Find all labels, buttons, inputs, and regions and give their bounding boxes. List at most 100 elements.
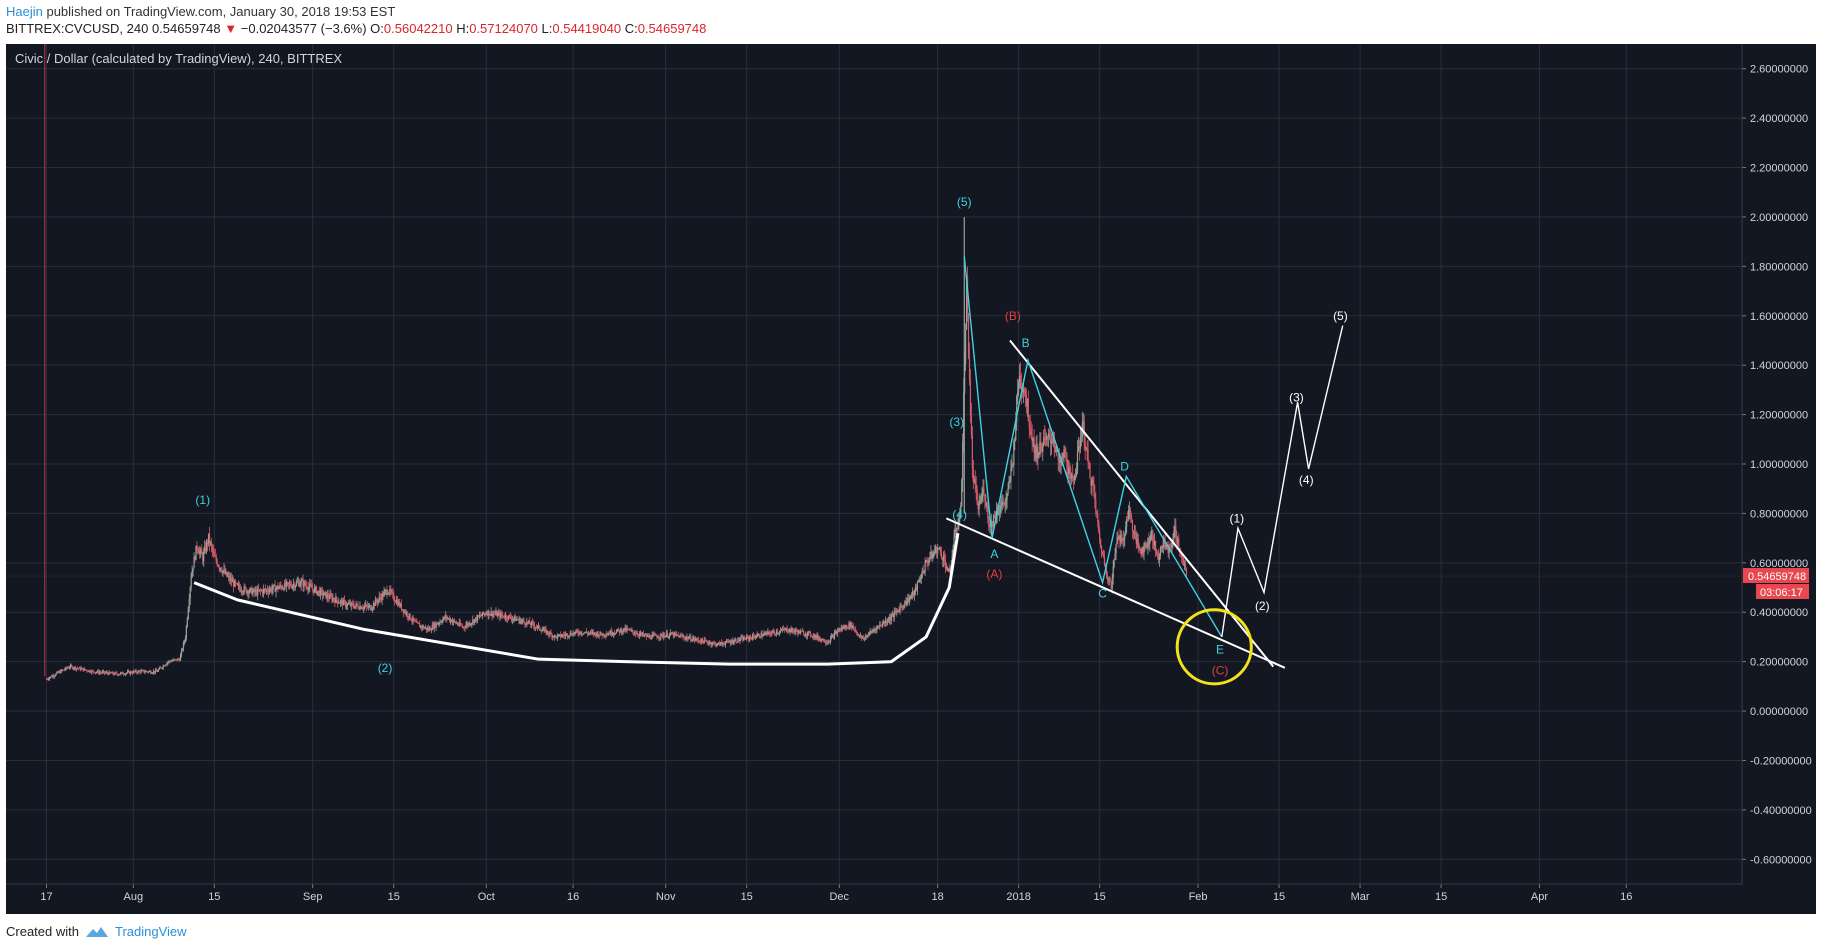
candle-body (853, 626, 855, 630)
candle-body (1009, 480, 1011, 482)
price-chart[interactable]: (1) (2) (3) (4) (5) A (A) (B)B C D E (C) (1) (2) (3) (4… (6, 44, 1816, 914)
candle-body (933, 552, 935, 554)
candle-body (781, 628, 783, 631)
candle-body (1115, 543, 1117, 554)
candle-body (510, 618, 512, 620)
candle-body (118, 674, 120, 676)
candle-body (1172, 538, 1174, 543)
candle-body (330, 594, 332, 597)
candle-body (490, 611, 492, 615)
low-value: 0.54419040 (552, 21, 622, 36)
candle-body (822, 639, 824, 641)
candle-body (858, 635, 861, 637)
candle-body (722, 643, 725, 645)
candle-body (260, 590, 263, 592)
candle-body (184, 638, 186, 642)
candle-body (1159, 547, 1162, 556)
candle-body (826, 642, 828, 644)
wave-label: (3) (1289, 390, 1304, 404)
candle-body (1031, 436, 1033, 442)
candle-body (356, 603, 358, 606)
x-tick-label: 15 (1094, 891, 1106, 903)
candle-body (819, 638, 821, 641)
candle-body (872, 630, 874, 632)
candle-body (991, 520, 993, 528)
candle-body (111, 672, 113, 674)
candle-body (178, 658, 180, 660)
candle-body (595, 633, 597, 636)
candle-body (1128, 510, 1131, 512)
wave-label: D (1120, 459, 1129, 473)
candle-body (770, 633, 772, 635)
candle-body (682, 636, 684, 638)
candle-body (131, 673, 133, 674)
candle-body (712, 642, 714, 644)
candle-body (693, 637, 695, 639)
countdown-badge (1756, 584, 1809, 600)
candle-body (836, 631, 838, 634)
candle-body (1134, 532, 1136, 534)
candle-body (208, 533, 211, 544)
candle-body (974, 479, 976, 485)
candle-body (288, 583, 291, 585)
candle-body (433, 623, 435, 629)
candle-body (470, 623, 472, 625)
candle-body (441, 622, 443, 623)
candle-body (582, 633, 584, 635)
candle-body (70, 665, 73, 667)
candle-body (755, 636, 757, 638)
chart-pane[interactable]: (1) (2) (3) (4) (5) A (A) (B) B C D E (C) (1) (2) (3) (4… (6, 44, 1816, 914)
candle-body (137, 670, 139, 673)
candle-body (589, 631, 592, 633)
candle-body (970, 415, 973, 436)
candle-body (439, 621, 441, 624)
candle-body (871, 631, 873, 632)
candle-body (598, 635, 600, 637)
candle-body (180, 650, 183, 655)
candle-body (1036, 447, 1038, 459)
candle-body (1014, 439, 1016, 442)
candle-body (145, 671, 147, 672)
candle-body (518, 618, 520, 621)
candle-body (612, 634, 614, 636)
candle-body (516, 619, 518, 620)
candle-body (211, 546, 213, 551)
candle-body (983, 488, 985, 495)
candle-body (987, 505, 989, 519)
candle-body (193, 557, 195, 569)
candle-body (714, 642, 716, 644)
candle-body (904, 600, 906, 607)
candle-body (97, 670, 99, 673)
candle-body (878, 626, 880, 627)
candle-body (285, 582, 287, 587)
candle-body (506, 618, 509, 620)
candle-body (578, 633, 580, 635)
candle-body (147, 671, 149, 673)
candle-body (916, 581, 918, 591)
candle-body (807, 631, 810, 633)
candle-body (638, 634, 640, 636)
candle-body (854, 629, 856, 630)
candle-body (274, 584, 276, 592)
candle-body (568, 635, 570, 637)
candle-body (238, 585, 240, 589)
candle-body (297, 582, 299, 584)
candle-body (423, 626, 425, 629)
candle-body (913, 590, 916, 596)
candle-body (922, 571, 924, 573)
candle-body (1073, 477, 1075, 480)
candle-body (77, 668, 79, 670)
author-link[interactable]: Haejin (6, 4, 43, 19)
tradingview-link[interactable]: TradingView (114, 924, 187, 939)
candle-body (563, 635, 566, 637)
candle-body (126, 671, 129, 673)
candle-body (417, 622, 419, 624)
candle-body (216, 561, 218, 566)
candle-body (660, 633, 662, 638)
candle-body (1093, 484, 1095, 492)
candle-body (520, 620, 522, 624)
candle-body (1175, 526, 1177, 539)
candle-body (281, 586, 283, 589)
candle-body (947, 568, 949, 572)
candle-body (632, 630, 634, 632)
